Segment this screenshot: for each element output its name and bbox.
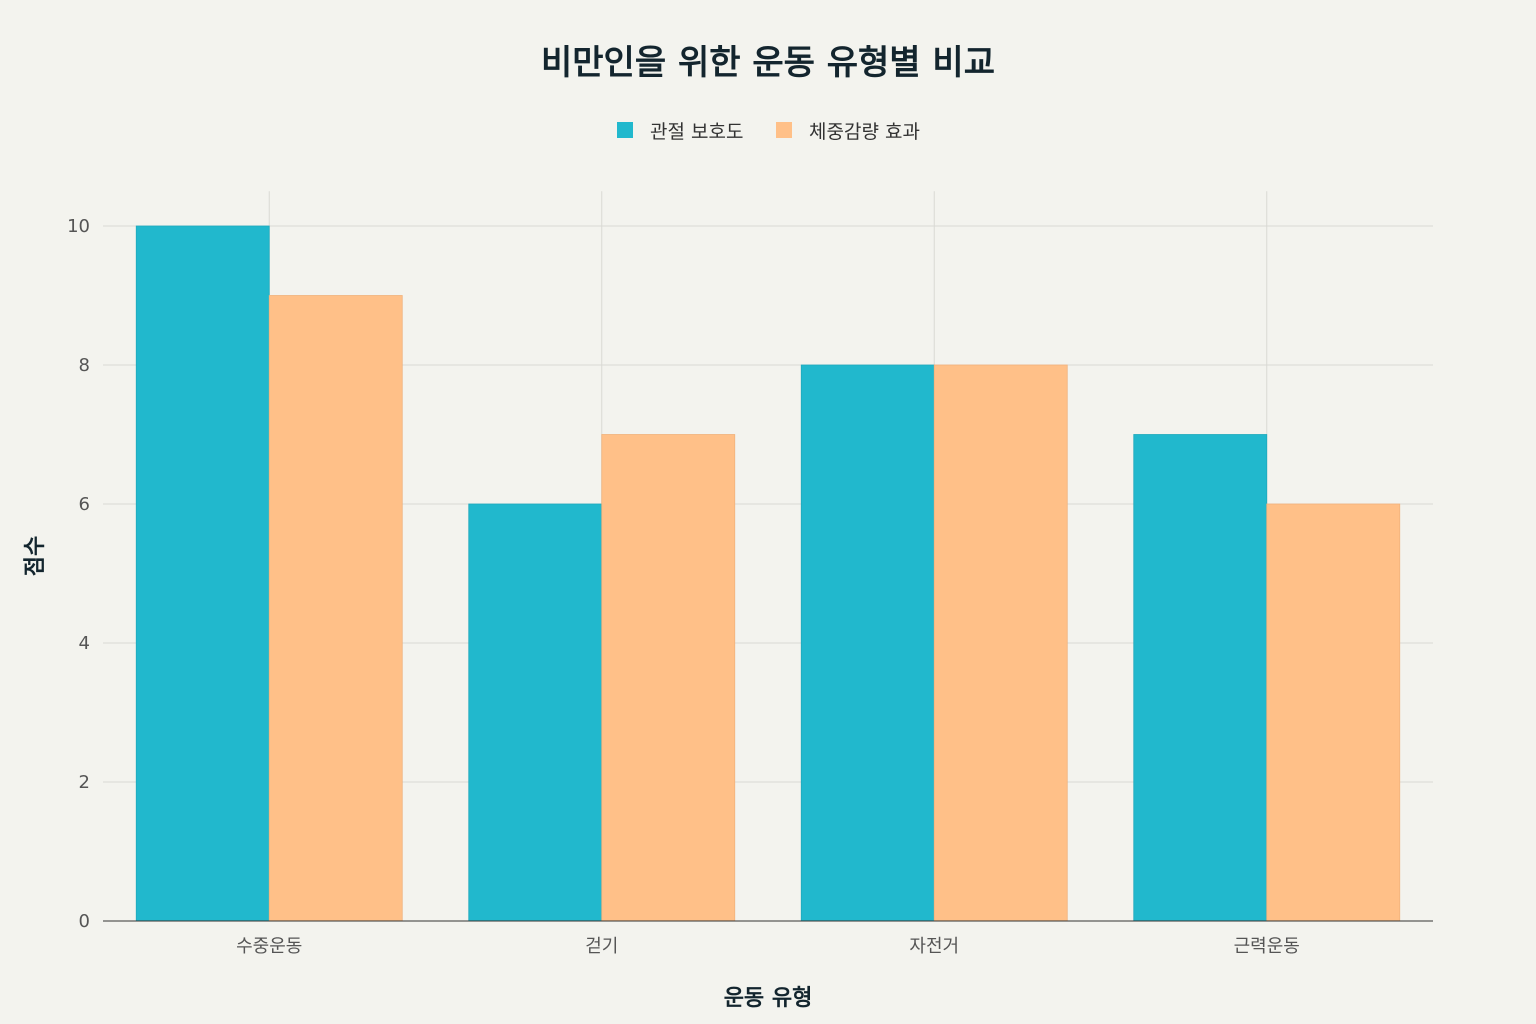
ticks: 0 2 4 6 8 10 수중운동 걷기 자전거 근력운동: [67, 216, 1433, 957]
bar-1-3: [1266, 503, 1401, 922]
bar-0-1: [468, 503, 603, 922]
legend: 관절 보호도 체중감량 효과: [617, 121, 920, 143]
legend-item-0[interactable]: 관절 보호도: [617, 121, 743, 143]
chart-title: 비만인을 위한 운동 유형별 비교: [541, 43, 995, 83]
bar-0-2: [800, 364, 935, 922]
y-tick-label: 8: [79, 355, 90, 376]
legend-label-1: 체중감량 효과: [809, 121, 920, 143]
x-tick-label: 걷기: [585, 936, 618, 957]
legend-label-0: 관절 보호도: [650, 121, 743, 143]
y-tick-label: 6: [79, 494, 90, 515]
x-tick-label: 근력운동: [1234, 936, 1300, 957]
x-tick-label: 자전거: [909, 936, 959, 957]
bars: [135, 225, 1401, 922]
bar-0-3: [1133, 434, 1268, 922]
legend-swatch-1: [776, 122, 792, 138]
y-tick-label: 10: [67, 216, 90, 237]
y-axis-title: 점수: [23, 536, 48, 576]
y-tick-label: 0: [79, 911, 90, 932]
y-tick-label: 4: [79, 633, 90, 654]
legend-swatch-0: [617, 122, 633, 138]
bar-0-0: [135, 225, 270, 922]
legend-item-1[interactable]: 체중감량 효과: [776, 121, 920, 143]
bar-1-1: [601, 434, 736, 922]
bar-1-2: [933, 364, 1068, 922]
x-axis-title: 운동 유형: [724, 986, 813, 1011]
bar-1-0: [268, 295, 403, 922]
y-tick-label: 2: [79, 772, 90, 793]
x-tick-label: 수중운동: [236, 936, 302, 957]
